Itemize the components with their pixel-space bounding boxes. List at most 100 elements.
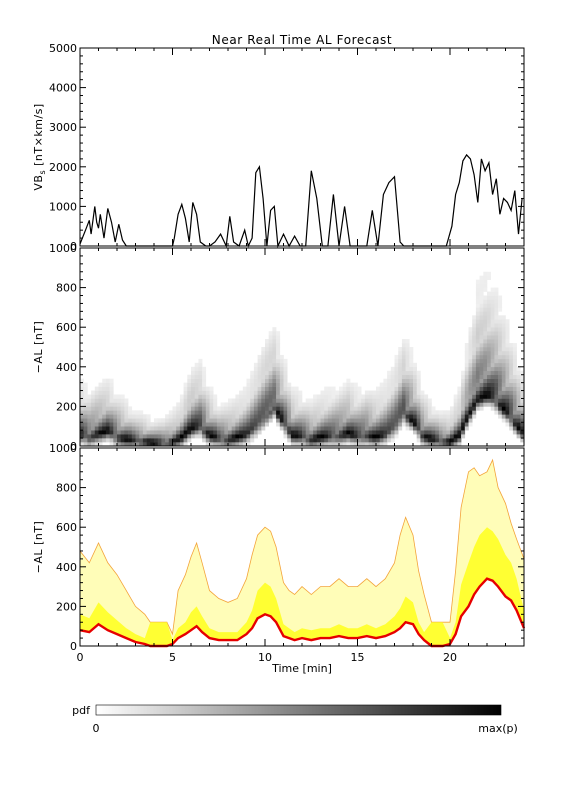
pdf-cell xyxy=(313,394,318,399)
pdf-cell xyxy=(80,390,84,395)
pdf-cell xyxy=(157,426,162,431)
pdf-cell xyxy=(276,362,281,368)
pdf-cell xyxy=(202,414,207,419)
pdf-cell xyxy=(161,418,166,423)
pdf-cell xyxy=(475,402,480,407)
pdf-cell xyxy=(490,354,495,360)
pdf-cell xyxy=(290,390,295,395)
pdf-cell xyxy=(490,390,495,395)
pdf-cell xyxy=(220,406,225,411)
pdf-cell xyxy=(405,414,410,419)
pdf-cell xyxy=(453,398,458,403)
pdf-cell xyxy=(265,386,269,391)
pdf-cell xyxy=(191,382,195,387)
pdf-cell xyxy=(276,386,281,391)
pdf-cell xyxy=(209,386,214,391)
y-tick-label: 5000 xyxy=(49,42,77,55)
pdf-cell xyxy=(494,291,499,296)
pdf-cell xyxy=(209,434,214,439)
pdf-cell xyxy=(80,382,84,387)
pdf-cell xyxy=(242,418,247,423)
pdf-cell xyxy=(472,350,477,356)
pdf-cell xyxy=(320,442,325,447)
pdf-cell xyxy=(509,378,514,383)
pdf-cell xyxy=(353,402,358,407)
pdf-cell xyxy=(265,398,269,403)
pdf-cell xyxy=(320,414,325,419)
pdf-cell xyxy=(516,434,521,439)
pdf-cell xyxy=(390,394,395,399)
pdf-cell xyxy=(498,386,503,391)
pdf-cell xyxy=(490,331,495,336)
pdf-cell xyxy=(98,434,103,439)
pdf-cell xyxy=(483,331,488,336)
pdf-cell xyxy=(172,418,177,423)
pdf-cell xyxy=(80,406,84,411)
pdf-cell xyxy=(368,402,373,407)
pdf-cell xyxy=(198,418,203,423)
pdf-cell xyxy=(250,402,255,407)
pdf-cell xyxy=(364,390,369,395)
pdf-cell xyxy=(394,354,399,360)
pdf-cell xyxy=(316,394,321,399)
pdf-cell xyxy=(261,410,266,415)
pdf-cell xyxy=(224,426,229,431)
pdf-cell xyxy=(183,442,188,447)
pdf-cell xyxy=(464,378,469,383)
pdf-cell xyxy=(146,442,151,447)
pdf-cell xyxy=(394,370,399,376)
pdf-cell xyxy=(268,418,273,423)
pdf-cell xyxy=(353,410,358,415)
pdf-cell xyxy=(165,434,170,439)
pdf-cell xyxy=(505,418,510,423)
pdf-cell xyxy=(490,402,495,407)
pdf-cell xyxy=(246,414,251,419)
pdf-cell xyxy=(268,394,273,399)
pdf-cell xyxy=(350,402,355,407)
pdf-cell xyxy=(261,390,266,395)
pdf-cell xyxy=(283,422,288,427)
pdf-cell xyxy=(361,414,366,419)
pdf-cell xyxy=(283,406,288,411)
pdf-cell xyxy=(209,410,214,415)
pdf-cell xyxy=(117,406,121,411)
pdf-cell xyxy=(220,418,225,423)
pdf-cell xyxy=(268,354,273,360)
pdf-cell xyxy=(331,390,336,395)
pdf-cell xyxy=(279,402,284,407)
pdf-cell xyxy=(464,362,469,368)
pdf-cell xyxy=(353,426,358,431)
pdf-cell xyxy=(239,402,244,407)
pdf-cell xyxy=(468,366,473,372)
pdf-cell xyxy=(117,402,121,407)
pdf-cell xyxy=(442,430,447,435)
pdf-cell xyxy=(453,422,458,427)
pdf-cell xyxy=(309,398,314,403)
pdf-cell xyxy=(198,406,203,411)
pdf-cell xyxy=(405,398,410,403)
pdf-cell xyxy=(250,398,255,403)
pdf-cell xyxy=(191,378,195,383)
pdf-cell xyxy=(409,366,414,372)
pdf-cell xyxy=(202,422,207,427)
pdf-cell xyxy=(272,358,277,364)
pdf-cell xyxy=(472,339,477,344)
pdf-cell xyxy=(80,398,84,403)
pdf-cell xyxy=(87,406,92,411)
pdf-cell xyxy=(187,426,192,431)
pdf-cell xyxy=(498,378,503,383)
pdf-cell xyxy=(405,358,410,364)
y-tick-label: 400 xyxy=(56,361,77,374)
pdf-cell xyxy=(161,430,166,435)
pdf-cell xyxy=(250,414,255,419)
pdf-cell xyxy=(472,370,477,376)
pdf-cell xyxy=(216,418,221,423)
pdf-cell xyxy=(235,398,240,403)
pdf-cell xyxy=(80,394,84,399)
pdf-cell xyxy=(272,406,277,411)
pdf-cell xyxy=(135,438,140,443)
pdf-cell xyxy=(261,362,266,368)
pdf-cell xyxy=(387,426,392,431)
pdf-cell xyxy=(376,410,380,415)
